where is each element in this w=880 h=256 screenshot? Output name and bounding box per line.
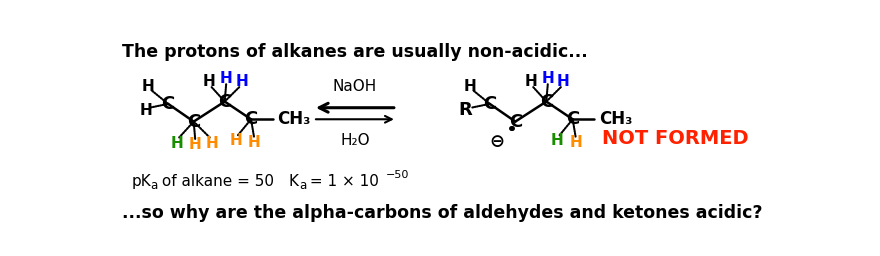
Text: H: H bbox=[220, 71, 232, 86]
Text: R: R bbox=[458, 101, 472, 119]
Text: C: C bbox=[187, 113, 201, 131]
Text: H₂O: H₂O bbox=[340, 133, 370, 148]
Text: H: H bbox=[202, 74, 216, 89]
Text: C: C bbox=[566, 110, 579, 128]
Text: C: C bbox=[218, 93, 231, 111]
Text: H: H bbox=[248, 135, 260, 150]
Text: H: H bbox=[206, 136, 218, 151]
Text: = 1 × 10: = 1 × 10 bbox=[305, 174, 379, 189]
Text: ...so why are the alpha-carbons of aldehydes and ketones acidic?: ...so why are the alpha-carbons of aldeh… bbox=[121, 204, 762, 222]
Text: H: H bbox=[142, 79, 154, 94]
Text: C: C bbox=[483, 95, 496, 113]
Text: H: H bbox=[235, 74, 248, 89]
Text: NOT FORMED: NOT FORMED bbox=[603, 129, 749, 148]
Text: NaOH: NaOH bbox=[333, 79, 377, 94]
Text: H: H bbox=[189, 137, 202, 152]
Text: CH₃: CH₃ bbox=[277, 110, 311, 128]
Text: ⊖: ⊖ bbox=[489, 133, 504, 151]
Text: a: a bbox=[299, 179, 306, 192]
Text: K: K bbox=[289, 174, 298, 189]
Text: C: C bbox=[539, 93, 553, 111]
Text: a: a bbox=[150, 179, 158, 192]
Text: C: C bbox=[509, 113, 522, 131]
Text: CH₃: CH₃ bbox=[599, 110, 633, 128]
Text: H: H bbox=[140, 103, 153, 118]
Text: −50: −50 bbox=[386, 170, 409, 180]
Text: H: H bbox=[170, 136, 183, 151]
Text: C: C bbox=[162, 95, 175, 113]
Text: H: H bbox=[524, 74, 537, 89]
Text: C: C bbox=[245, 110, 258, 128]
Text: H: H bbox=[551, 133, 563, 148]
Text: H: H bbox=[569, 135, 583, 150]
Text: of alkane = 50: of alkane = 50 bbox=[157, 174, 274, 189]
Text: H: H bbox=[557, 74, 569, 89]
Text: H: H bbox=[541, 71, 554, 86]
Text: H: H bbox=[229, 133, 242, 148]
Text: The protons of alkanes are usually non-acidic...: The protons of alkanes are usually non-a… bbox=[121, 43, 587, 61]
Text: pK: pK bbox=[132, 174, 151, 189]
Text: H: H bbox=[463, 79, 476, 94]
